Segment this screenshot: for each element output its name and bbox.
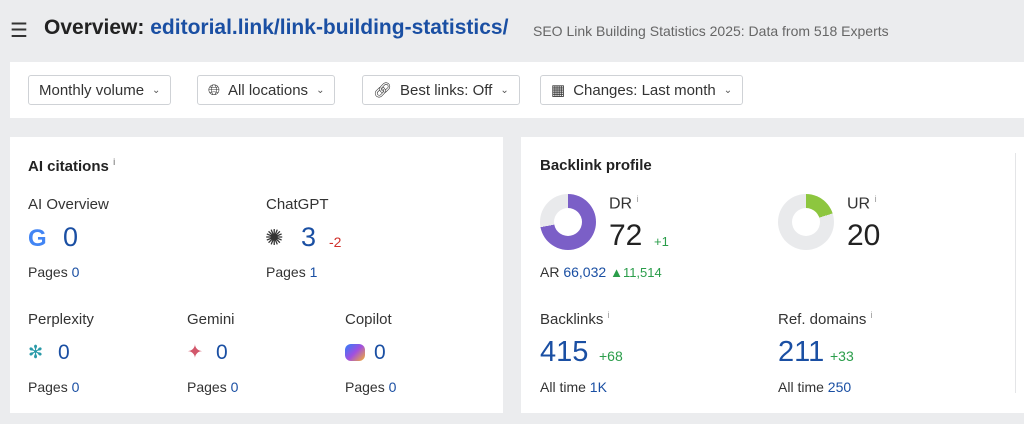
- copilot-label: Copilot: [345, 311, 392, 328]
- chatgpt-change: -2: [329, 234, 342, 250]
- chatgpt-icon: ✺: [265, 225, 284, 250]
- page-subtitle: SEO Link Building Statistics 2025: Data …: [533, 23, 889, 39]
- gemini-label: Gemini: [187, 311, 235, 328]
- divider: [1015, 153, 1016, 393]
- page-title: Overview: editorial.link/link-building-s…: [44, 16, 509, 39]
- ur-donut-chart: [778, 194, 834, 250]
- target-url[interactable]: editorial.link/link-building-statistics/: [150, 16, 509, 39]
- locations-dropdown[interactable]: 🌐︎ All locations ⌄: [197, 75, 336, 105]
- ref-domains-change: +33: [830, 348, 854, 364]
- backlinks-value[interactable]: 415: [540, 336, 589, 368]
- changes-dropdown[interactable]: ▦ Changes: Last month ⌄: [540, 75, 744, 105]
- info-icon[interactable]: i: [636, 194, 639, 204]
- dr-value: 72: [609, 219, 643, 252]
- info-icon[interactable]: i: [870, 310, 873, 320]
- chevron-down-icon: ⌄: [152, 84, 161, 96]
- best-links-dropdown[interactable]: 🔗︎ Best links: Off ⌄: [362, 75, 520, 105]
- chevron-down-icon: ⌄: [723, 84, 733, 96]
- card-title: AI citations i: [28, 157, 116, 175]
- ur-value: 20: [847, 219, 881, 252]
- perplexity-icon: ✻: [28, 342, 44, 362]
- ref-domains-label: Ref. domains i: [778, 310, 873, 328]
- backlink-profile-card: Backlink profile DR i 72 +1 AR 66,032 ▲1…: [521, 137, 1024, 413]
- globe-icon: 🌐︎: [208, 81, 221, 99]
- ai-citations-card: AI citations i AI Overview G 0 Pages 0 C…: [10, 137, 503, 413]
- chatgpt-label: ChatGPT: [266, 196, 329, 213]
- copilot-icon: [345, 344, 365, 361]
- calendar-icon: ▦: [551, 82, 566, 99]
- ar-change: ▲11,514: [610, 265, 662, 280]
- menu-icon[interactable]: ☰: [10, 20, 28, 42]
- card-title: Backlink profile: [540, 157, 652, 174]
- pages-value[interactable]: 0: [71, 264, 80, 280]
- dr-label: DR i: [609, 194, 639, 213]
- info-icon[interactable]: i: [607, 310, 610, 320]
- chevron-down-icon: ⌄: [500, 84, 509, 96]
- backlinks-label: Backlinks i: [540, 310, 610, 328]
- gemini-icon: ✦: [187, 342, 203, 363]
- chatgpt-value[interactable]: 3: [301, 222, 317, 252]
- info-icon[interactable]: i: [874, 194, 877, 204]
- chevron-down-icon: ⌄: [316, 84, 325, 96]
- dr-donut-chart: [540, 194, 596, 250]
- pages-value[interactable]: 1: [309, 264, 318, 280]
- filter-bar: Monthly volume ⌄ 🌐︎ All locations ⌄ 🔗︎ Best …: [10, 62, 1024, 118]
- ar-value[interactable]: 66,032: [563, 264, 607, 280]
- link-icon: 🔗︎: [373, 82, 393, 99]
- ur-label: UR i: [847, 194, 877, 213]
- google-icon: G: [28, 225, 47, 252]
- info-icon[interactable]: i: [113, 157, 116, 167]
- ai-overview-label: AI Overview: [28, 196, 109, 213]
- dr-change: +1: [654, 234, 669, 249]
- monthly-volume-dropdown[interactable]: Monthly volume ⌄: [28, 75, 172, 105]
- ref-domains-value[interactable]: 211: [778, 336, 825, 368]
- ai-overview-value[interactable]: 0: [63, 222, 79, 252]
- backlinks-change: +68: [599, 348, 623, 364]
- perplexity-label: Perplexity: [28, 311, 94, 328]
